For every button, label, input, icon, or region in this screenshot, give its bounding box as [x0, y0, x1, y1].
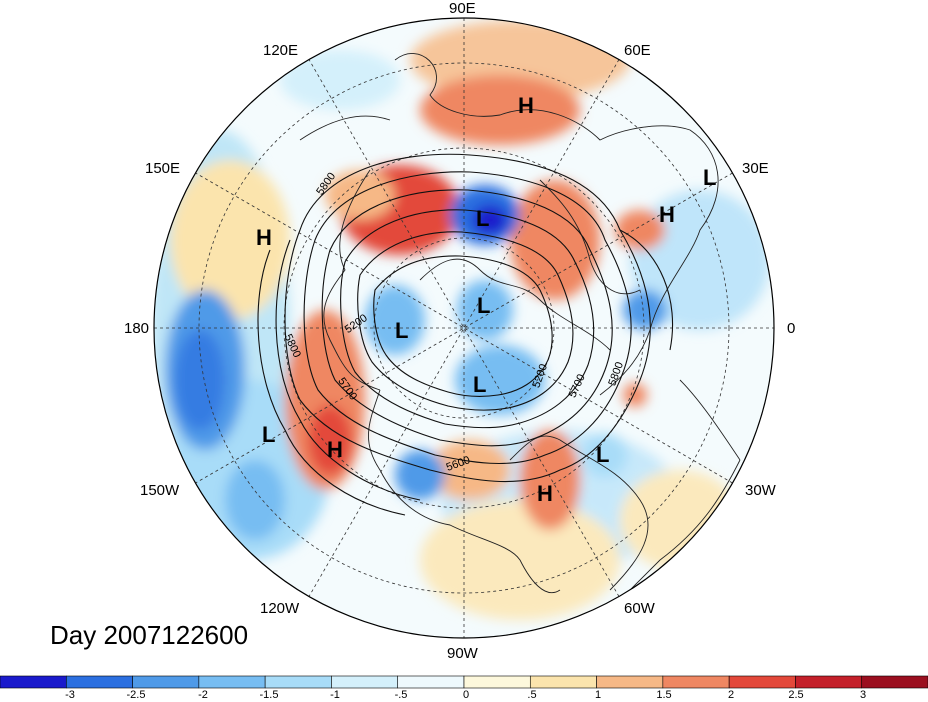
lon-label-90w: 90W [447, 645, 478, 662]
lon-label-60w: 60W [624, 600, 655, 617]
lon-label-60e: 60E [624, 42, 651, 59]
pressure-center-low: L [473, 372, 487, 397]
anomaly-field [154, 18, 774, 638]
colorbar-swatch [728, 675, 796, 689]
colorbar-tick: 2.5 [788, 689, 804, 701]
colorbar-swatch [264, 675, 332, 689]
pressure-center-low: L [262, 422, 276, 447]
colorbar-swatch [861, 675, 928, 689]
lon-label-180: 180 [124, 320, 150, 337]
pressure-center-low: L [703, 165, 717, 190]
colorbar-swatch [65, 675, 133, 689]
day-title: Day 2007122600 [50, 620, 249, 650]
colorbar-tick: 1.5 [656, 689, 672, 701]
lon-label-150w: 150W [140, 482, 180, 499]
lon-label-0: 0 [787, 320, 796, 337]
pressure-center-low: L [395, 318, 409, 343]
pressure-center-low: L [596, 442, 610, 467]
colorbar-swatch [463, 675, 531, 689]
colorbar-tick: -1.5 [259, 689, 279, 701]
lon-label-90e: 90E [449, 0, 476, 17]
lon-label-120e: 120E [263, 42, 299, 59]
colorbar-swatch [198, 675, 266, 689]
graticule [154, 18, 774, 638]
colorbar [0, 675, 928, 689]
colorbar-swatch [331, 675, 399, 689]
colorbar-tick: -1 [330, 689, 340, 701]
colorbar-tick: 1 [594, 689, 602, 701]
pressure-center-high: H [537, 481, 553, 506]
colorbar-tick: 0 [462, 689, 470, 701]
colorbar-tick: -.5 [394, 689, 408, 701]
height-contours [257, 153, 674, 516]
colorbar-swatch [529, 675, 597, 689]
pressure-center-high: H [659, 202, 675, 227]
lon-label-120w: 120W [260, 600, 300, 617]
colorbar-swatch [596, 675, 664, 689]
colorbar-swatch [132, 675, 200, 689]
colorbar-tick: -2.5 [126, 689, 146, 701]
colorbar-tick: 3 [859, 689, 867, 701]
pressure-center-low: L [476, 206, 490, 231]
lon-label-30w: 30W [745, 482, 776, 499]
colorbar-tick: -3 [65, 689, 75, 701]
pressure-center-high: H [256, 225, 272, 250]
colorbar-tick: .5 [527, 689, 537, 701]
polar-map [153, 17, 775, 639]
colorbar-swatch [0, 675, 67, 689]
colorbar-swatch [397, 675, 465, 689]
pressure-center-low: L [477, 293, 491, 318]
colorbar-swatch [795, 675, 863, 689]
lon-label-150e: 150E [145, 160, 181, 177]
colorbar-tick: -2 [198, 689, 208, 701]
colorbar-swatch [662, 675, 730, 689]
lon-label-30e: 30E [742, 160, 769, 177]
colorbar-tick: 2 [727, 689, 735, 701]
pressure-center-high: H [327, 437, 343, 462]
map-boundary [153, 17, 775, 639]
pressure-center-high: H [518, 93, 534, 118]
